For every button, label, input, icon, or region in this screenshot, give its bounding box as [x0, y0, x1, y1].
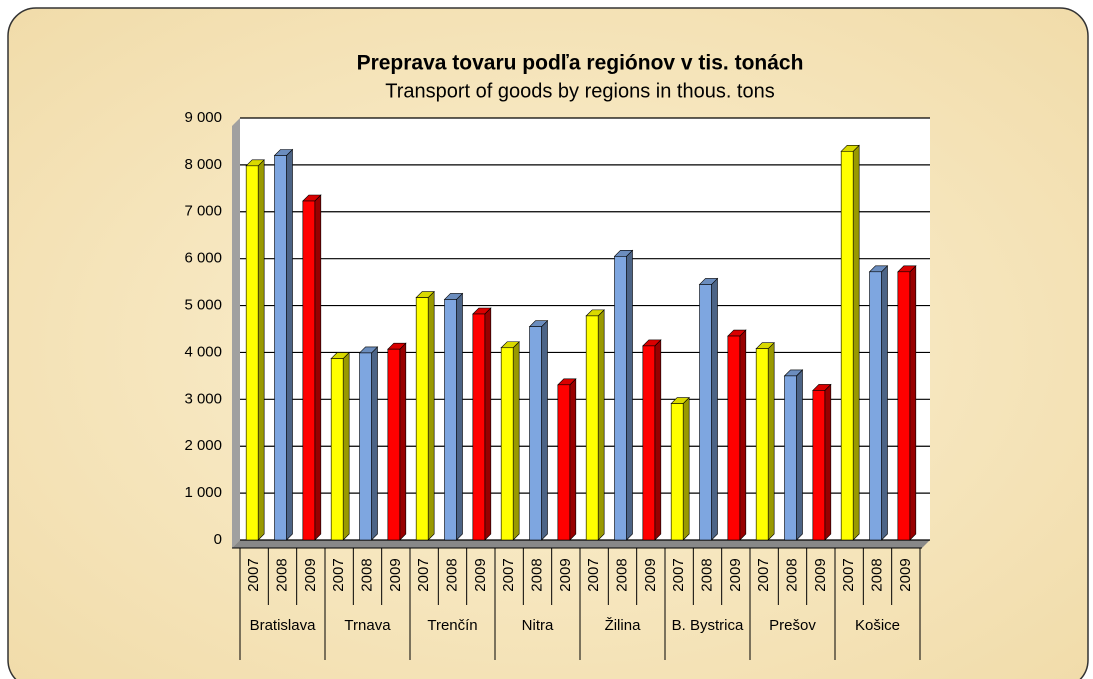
bar	[330, 358, 344, 541]
bar-side	[597, 309, 605, 541]
x-tick-label: 2008	[273, 558, 290, 591]
chart-subtitle: Transport of goods by regions in thous. …	[385, 80, 774, 102]
bar-side	[314, 194, 322, 541]
x-tick-label: 2008	[613, 558, 630, 591]
bar	[614, 256, 627, 541]
x-tick-label: 2007	[670, 558, 687, 591]
bar	[245, 165, 259, 541]
y-tick-label: 8 000	[184, 156, 222, 173]
y-tick-label: 3 000	[184, 390, 222, 407]
x-group-label: Žilina	[605, 617, 642, 634]
bar-side	[767, 341, 775, 541]
bar-side	[427, 290, 435, 541]
bar	[444, 299, 457, 541]
bar	[784, 375, 797, 541]
y-tick-label: 2 000	[184, 437, 222, 454]
x-tick-label: 2009	[302, 558, 319, 591]
x-group-label: Trenčín	[427, 617, 477, 634]
x-tick-label: 2009	[387, 558, 404, 591]
x-tick-label: 2007	[840, 558, 857, 591]
y-tick-label: 6 000	[184, 250, 222, 267]
bar-side	[711, 277, 718, 541]
bar-side	[852, 144, 860, 541]
bar-side	[484, 307, 492, 541]
bar	[670, 403, 684, 541]
x-tick-label: 2007	[500, 558, 517, 591]
bar	[755, 348, 769, 541]
x-tick-label: 2007	[585, 558, 602, 591]
x-tick-label: 2009	[472, 558, 489, 591]
y-tick-label: 1 000	[184, 484, 222, 501]
bar	[415, 297, 429, 541]
x-tick-label: 2009	[557, 558, 574, 591]
bar	[557, 384, 571, 541]
floor	[232, 540, 930, 548]
bar	[642, 345, 656, 541]
bar	[727, 335, 741, 541]
x-group-label: Prešov	[769, 617, 816, 634]
bar-side	[399, 342, 407, 541]
x-tick-label: 2007	[245, 558, 262, 591]
y-tick-label: 7 000	[184, 203, 222, 220]
x-tick-label: 2008	[698, 558, 715, 591]
x-tick-label: 2007	[755, 558, 772, 591]
y-tick-label: 5 000	[184, 297, 222, 314]
y-tick-label: 4 000	[184, 343, 222, 360]
y-tick-label: 9 000	[184, 109, 222, 126]
bar-side	[541, 319, 548, 541]
bar-side	[909, 265, 917, 541]
bar-side	[257, 159, 265, 541]
bar-side	[569, 378, 577, 541]
x-group-label: Nitra	[522, 617, 554, 634]
bar-side	[342, 351, 350, 541]
bar	[897, 271, 911, 541]
x-tick-label: 2008	[528, 558, 545, 591]
bar-side	[626, 249, 633, 541]
x-tick-label: 2009	[642, 558, 659, 591]
bar-side	[456, 292, 463, 541]
bar	[869, 271, 882, 541]
bar-side	[824, 383, 832, 541]
left-wall	[232, 118, 240, 548]
bar	[359, 352, 372, 541]
x-tick-label: 2009	[897, 558, 914, 591]
bar-side	[796, 369, 803, 541]
bar	[274, 155, 287, 541]
bar-side	[682, 396, 690, 541]
x-group-label: B. Bystrica	[672, 617, 744, 634]
bar-side	[739, 329, 747, 541]
bar	[699, 284, 712, 541]
bar-side	[654, 339, 662, 541]
chart-title: Preprava tovaru podľa regiónov v tis. to…	[357, 52, 804, 75]
bar	[529, 326, 542, 541]
bar	[387, 348, 401, 541]
bar	[472, 313, 486, 541]
bar-side	[512, 341, 520, 541]
bar	[585, 315, 599, 541]
x-group-label: Košice	[855, 617, 900, 634]
x-group-label: Trnava	[344, 617, 391, 634]
x-tick-label: 2007	[415, 558, 432, 591]
x-tick-label: 2009	[812, 558, 829, 591]
x-tick-label: 2008	[443, 558, 460, 591]
bar	[500, 347, 514, 541]
bar-side	[371, 346, 378, 541]
bar	[812, 390, 826, 541]
x-tick-label: 2009	[727, 558, 744, 591]
x-tick-label: 2008	[868, 558, 885, 591]
y-tick-label: 0	[214, 531, 222, 548]
bar-side	[286, 148, 293, 541]
x-tick-label: 2008	[783, 558, 800, 591]
bar	[302, 200, 316, 541]
bar-side	[881, 265, 888, 541]
x-tick-label: 2008	[358, 558, 375, 591]
bar	[840, 150, 854, 541]
x-group-label: Bratislava	[250, 617, 317, 634]
x-tick-label: 2007	[330, 558, 347, 591]
